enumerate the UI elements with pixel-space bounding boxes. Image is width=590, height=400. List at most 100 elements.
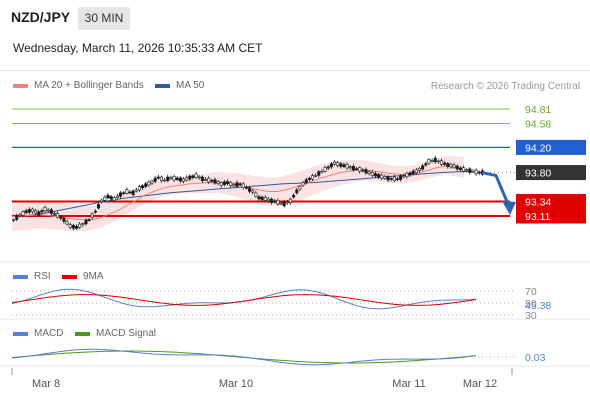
candle-body [273,200,277,203]
candle-body [389,178,393,180]
candle-body [455,165,459,170]
candle-body [169,176,173,179]
candle-body [119,192,123,197]
candle-body [204,179,208,181]
candle-body [200,176,204,182]
legend-swatch [13,331,28,336]
timeframe-button[interactable]: 30 MIN [78,7,130,30]
candle-body [417,168,421,171]
candle-body [56,213,60,218]
candle-body [210,179,214,182]
candle-body [304,179,308,184]
candle-body [175,177,179,180]
candle-body [452,164,456,168]
candle-body [440,160,444,165]
candle-body [81,223,85,226]
candle-body [395,178,399,181]
candle-body [185,177,189,181]
legend-label: MACD [34,328,64,339]
candle-body [109,196,113,200]
candle-body [15,215,19,220]
candle-body [188,175,192,180]
candle-body [78,223,82,228]
legend-ma20: MA 20 + Bollinger Bands [13,80,144,91]
level-label: 94.81 [525,104,551,116]
candle-body [405,173,409,178]
candle-body [443,162,447,165]
candle-body [166,176,170,182]
candle-body [329,163,333,168]
candle-body [30,208,34,212]
candle-body [266,198,270,202]
candle-body [34,210,38,214]
rsi-line [11,288,477,310]
candle-body [377,174,381,178]
candle-body [178,177,182,182]
candle-body [326,166,330,169]
candle-body [446,163,450,167]
candle-body [49,209,53,214]
candle-body [71,224,75,229]
candle-body [93,210,97,213]
candle-body [163,179,167,182]
candle-body [449,164,453,168]
legend-label: RSI [34,271,51,282]
candle-body [65,221,69,225]
candle-body [122,192,126,194]
candle-body [336,162,340,166]
candle-body [141,185,145,189]
legend-swatch [75,331,90,336]
candle-body [134,189,138,192]
candle-body [477,171,481,174]
candle-body [150,180,154,184]
level-label-box [516,165,586,181]
rsi-level-label: 70 [525,286,537,298]
candle-body [18,214,22,217]
candle-body [153,177,157,182]
candle-body [251,190,255,193]
candle-body [238,183,242,185]
candle-body [125,189,129,194]
candle-body [40,210,44,213]
candle-body [392,176,396,182]
rsi-level-label: 50 [525,298,537,310]
candle-body [373,173,377,177]
candle-body [386,176,390,181]
candle-body [59,216,63,219]
candle-body [106,194,110,199]
candle-body [345,164,349,169]
candle-body [229,181,233,186]
legend-label: MA 20 + Bollinger Bands [34,80,144,91]
candle-body [197,176,201,179]
candle-body [222,181,226,185]
candle-body [87,219,91,221]
level-label: 93.34 [525,197,551,209]
candle-body [465,169,469,171]
legend-swatch [62,274,77,279]
candle-body [367,171,371,174]
candle-body [279,202,283,205]
legend-label: MACD Signal [96,328,157,339]
rsi-value: 45.38 [525,300,551,312]
candle-body [24,210,28,213]
candle-body [295,189,299,194]
legend-macd-signal: MACD Signal [75,328,156,339]
candle-body [270,198,274,203]
candle-body [458,167,462,171]
x-tick-label: Mar 8 [32,378,60,390]
candle-body [194,173,198,178]
candle-body [248,187,252,192]
x-tick-label: Mar 11 [392,378,425,390]
x-tick-label: Mar 10 [219,378,253,390]
candle-body [27,209,31,213]
candle-body [399,175,403,180]
candle-body [75,226,79,229]
candle-body [254,192,258,197]
candle-body [348,166,352,169]
legend-macd: MACD [13,328,63,339]
candle-body [411,170,415,175]
rsi-9ma-line [11,294,477,306]
candle-body [317,171,321,176]
candle-body [421,165,425,170]
candle-body [314,175,318,177]
